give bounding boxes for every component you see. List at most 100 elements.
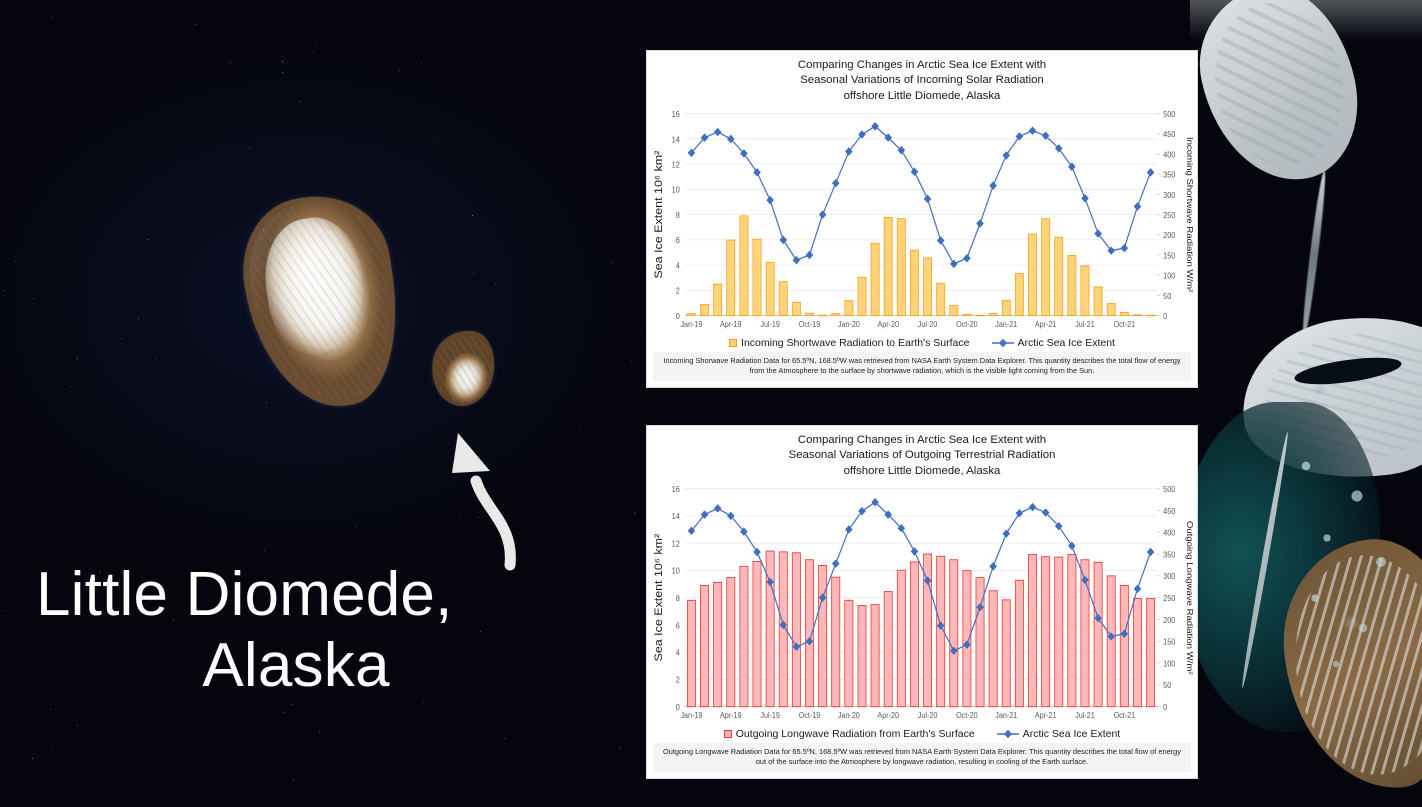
star-speck bbox=[4, 290, 6, 292]
chart-note-longwave: Outgoing Longwave Radiation Data for 65.… bbox=[653, 742, 1191, 772]
star-speck bbox=[263, 549, 265, 551]
ice-filament bbox=[1299, 170, 1329, 340]
svg-text:4: 4 bbox=[676, 648, 681, 657]
svg-text:400: 400 bbox=[1163, 528, 1176, 537]
star-speck bbox=[53, 55, 55, 57]
chart-title-shortwave: Comparing Changes in Arctic Sea Ice Exte… bbox=[647, 51, 1197, 107]
chart-title-line-3: offshore Little Diomede, Alaska bbox=[843, 464, 1001, 477]
svg-text:100: 100 bbox=[1163, 271, 1176, 280]
star-speck bbox=[579, 426, 581, 428]
place-label-line2: Alaska bbox=[202, 630, 390, 700]
legend-label-line: Arctic Sea Ice Extent bbox=[1017, 336, 1115, 349]
star-speck bbox=[248, 148, 250, 150]
svg-text:200: 200 bbox=[1163, 615, 1176, 624]
svg-text:0: 0 bbox=[676, 702, 681, 711]
star-speck bbox=[284, 712, 286, 714]
svg-text:Oct-19: Oct-19 bbox=[799, 710, 821, 719]
svg-text:Jan-20: Jan-20 bbox=[838, 319, 860, 328]
star-speck bbox=[429, 226, 431, 228]
svg-text:Jul-21: Jul-21 bbox=[1075, 319, 1095, 328]
svg-text:10: 10 bbox=[672, 566, 681, 575]
star-speck bbox=[619, 747, 621, 749]
svg-text:8: 8 bbox=[676, 210, 680, 219]
star-speck bbox=[317, 354, 319, 356]
star-speck bbox=[281, 60, 283, 62]
legend-item-line[interactable]: Arctic Sea Ice Extent bbox=[996, 728, 1120, 740]
svg-text:Jan-21: Jan-21 bbox=[995, 710, 1017, 719]
svg-text:400: 400 bbox=[1163, 150, 1176, 159]
star-speck bbox=[471, 215, 473, 217]
svg-text:Apr-19: Apr-19 bbox=[720, 319, 742, 328]
svg-text:500: 500 bbox=[1163, 110, 1176, 119]
svg-text:350: 350 bbox=[1163, 170, 1176, 179]
chart-panel-longwave: Comparing Changes in Arctic Sea Ice Exte… bbox=[646, 425, 1198, 779]
star-speck bbox=[385, 324, 387, 326]
star-speck bbox=[282, 72, 284, 74]
star-speck bbox=[288, 72, 290, 74]
star-speck bbox=[337, 254, 339, 256]
svg-text:6: 6 bbox=[676, 621, 680, 630]
svg-text:Jan-21: Jan-21 bbox=[995, 319, 1017, 328]
star-speck bbox=[503, 738, 505, 740]
place-label-line1: Little Diomede, bbox=[36, 560, 453, 629]
plot-area-longwave: 0 2 4 6 8 10 12 14 16 0 50 100 150 200 250 300 350 400 450… bbox=[651, 482, 1193, 727]
svg-text:50: 50 bbox=[1163, 291, 1172, 300]
star-speck bbox=[33, 297, 35, 299]
star-speck bbox=[262, 229, 264, 231]
legend-swatch-red bbox=[723, 729, 732, 738]
star-speck bbox=[417, 109, 419, 111]
page-title: Little Diomede, Alaska bbox=[36, 560, 596, 701]
svg-text:350: 350 bbox=[1163, 550, 1176, 559]
chart-title-line-1: Comparing Changes in Arctic Sea Ice Exte… bbox=[797, 59, 1047, 71]
svg-text:10: 10 bbox=[672, 185, 681, 194]
svg-text:50: 50 bbox=[1163, 681, 1172, 690]
svg-text:200: 200 bbox=[1163, 231, 1176, 240]
star-speck bbox=[313, 452, 315, 454]
chart-title-line-2: Seasonal Variations of Incoming Solar Ra… bbox=[800, 74, 1044, 87]
pointer-arrow-icon bbox=[452, 433, 516, 571]
svg-text:Apr-21: Apr-21 bbox=[1035, 710, 1057, 719]
star-speck bbox=[266, 401, 268, 403]
legend-item-bar[interactable]: Incoming Shortwave Radiation to Earth's … bbox=[729, 337, 970, 349]
star-speck bbox=[150, 542, 152, 544]
chart-title-line-2: Seasonal Variations of Outgoing Terrestr… bbox=[788, 449, 1056, 462]
star-speck bbox=[611, 262, 613, 264]
legend-item-bar[interactable]: Outgoing Longwave Radiation from Earth's… bbox=[723, 728, 975, 740]
chart-legend-longwave: Outgoing Longwave Radiation from Earth's… bbox=[647, 727, 1197, 743]
chart-note-shortwave: Incoming Shorwave Radiation Data for 65.… bbox=[653, 351, 1191, 381]
star-speck bbox=[614, 415, 616, 417]
svg-text:16: 16 bbox=[672, 484, 680, 493]
chart-title-line-3: offshore Little Diomede, Alaska bbox=[843, 89, 1001, 102]
svg-text:Jan-19: Jan-19 bbox=[680, 319, 702, 328]
svg-text:150: 150 bbox=[1163, 637, 1176, 646]
star-speck bbox=[565, 379, 567, 381]
svg-text:Apr-21: Apr-21 bbox=[1035, 319, 1057, 328]
star-speck bbox=[230, 62, 232, 64]
chart-panel-shortwave: Comparing Changes in Arctic Sea Ice Exte… bbox=[646, 50, 1198, 388]
star-speck bbox=[151, 599, 153, 601]
star-speck bbox=[531, 136, 533, 138]
svg-text:100: 100 bbox=[1163, 659, 1176, 668]
ice-floe-field bbox=[1276, 430, 1422, 730]
svg-text:12: 12 bbox=[672, 539, 680, 548]
svg-text:0: 0 bbox=[1163, 311, 1168, 320]
svg-text:8: 8 bbox=[676, 593, 680, 602]
svg-text:Apr-19: Apr-19 bbox=[720, 710, 742, 719]
star-speck bbox=[458, 515, 460, 517]
legend-item-line[interactable]: Arctic Sea Ice Extent bbox=[991, 336, 1115, 349]
star-speck bbox=[50, 709, 52, 711]
svg-text:Oct-21: Oct-21 bbox=[1114, 710, 1136, 719]
legend-swatch-orange bbox=[729, 338, 738, 347]
star-speck bbox=[300, 100, 302, 102]
star-speck bbox=[281, 304, 283, 306]
svg-text:250: 250 bbox=[1163, 210, 1176, 219]
star-speck bbox=[494, 283, 496, 285]
svg-text:Jul-21: Jul-21 bbox=[1075, 710, 1095, 719]
star-speck bbox=[87, 132, 89, 134]
svg-text:Sea Ice Extent 10⁶ km²: Sea Ice Extent 10⁶ km² bbox=[652, 150, 665, 278]
star-speck bbox=[630, 359, 632, 361]
svg-text:450: 450 bbox=[1163, 130, 1176, 139]
svg-text:Sea Ice Extent 10⁶ km²: Sea Ice Extent 10⁶ km² bbox=[652, 534, 665, 662]
svg-text:14: 14 bbox=[672, 135, 681, 144]
star-speck bbox=[137, 317, 139, 319]
